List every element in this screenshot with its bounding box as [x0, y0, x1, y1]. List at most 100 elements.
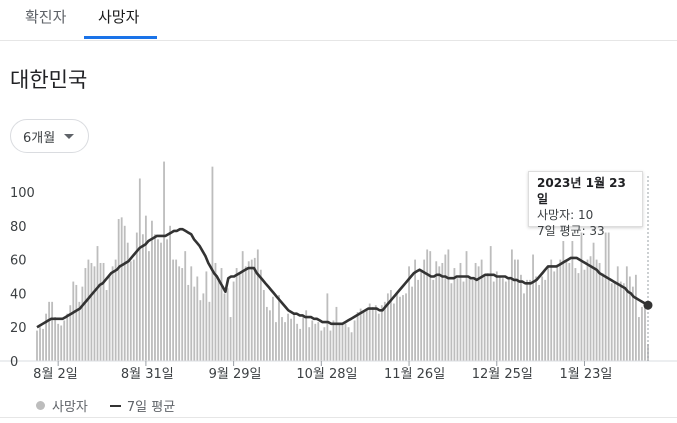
- bar: [163, 161, 165, 361]
- bar: [135, 232, 138, 361]
- bar: [556, 264, 559, 361]
- bar: [347, 327, 350, 361]
- bar: [187, 284, 190, 361]
- line-legend-icon: [109, 404, 121, 407]
- bar: [532, 254, 534, 361]
- bar: [308, 327, 311, 361]
- bar: [622, 283, 625, 361]
- bar: [154, 234, 156, 361]
- bar: [169, 225, 171, 361]
- y-tick-label: 80: [10, 220, 27, 235]
- bar: [462, 281, 465, 361]
- bar: [78, 301, 81, 361]
- bar: [114, 259, 117, 361]
- bar: [148, 251, 150, 361]
- bar: [335, 306, 338, 361]
- bar: [565, 259, 568, 361]
- bar: [305, 310, 308, 361]
- bar: [272, 296, 274, 361]
- bar: [211, 166, 214, 361]
- bar: [208, 301, 211, 361]
- bar: [471, 279, 474, 361]
- bar: [514, 259, 516, 361]
- tab-confirmed[interactable]: 확진자: [25, 8, 67, 26]
- bar: [504, 281, 507, 361]
- bar: [393, 303, 395, 361]
- x-tick-label: 9월 29일: [209, 367, 262, 382]
- bar: [253, 257, 256, 361]
- bar: [544, 279, 547, 361]
- bar: [96, 246, 99, 361]
- bar: [287, 313, 289, 361]
- bar: [39, 327, 41, 361]
- bar: [380, 305, 383, 361]
- bar: [386, 293, 389, 361]
- bar: [247, 261, 250, 361]
- y-tick-label: 100: [10, 186, 35, 201]
- bar: [486, 273, 489, 361]
- bar: [84, 268, 87, 361]
- bar: [69, 305, 72, 361]
- y-tick-label: 20: [10, 321, 27, 336]
- hover-point[interactable]: [643, 300, 653, 310]
- time-range-dropdown[interactable]: 6개월: [10, 119, 89, 153]
- bar: [144, 215, 147, 361]
- y-tick-label: 0: [10, 355, 18, 370]
- bar: [265, 306, 268, 361]
- bar: [93, 266, 96, 361]
- bar: [54, 317, 57, 361]
- bar: [299, 328, 302, 361]
- tooltip-deaths: 사망자: 10: [537, 208, 594, 222]
- x-tick-label: 10월 28일: [296, 367, 357, 382]
- bar: [275, 322, 277, 361]
- bar: [120, 217, 123, 361]
- bar: [610, 283, 613, 361]
- bar: [429, 251, 432, 361]
- x-tick-label: 8월 31일: [121, 367, 174, 382]
- bar: [492, 281, 495, 361]
- bar: [541, 276, 544, 361]
- bar: [520, 274, 522, 361]
- region-title: 대한민국: [10, 68, 88, 92]
- bar: [302, 317, 305, 361]
- bar: [359, 308, 362, 361]
- bar: [586, 259, 589, 361]
- x-tick-label: 11월 26일: [384, 367, 445, 382]
- bar: [498, 276, 501, 361]
- bar: [535, 276, 537, 361]
- bar: [48, 301, 51, 361]
- time-range-label: 6개월: [23, 130, 56, 146]
- bar: [51, 301, 54, 361]
- y-tick-label: 40: [10, 287, 27, 302]
- bar: [450, 283, 453, 361]
- bar: [314, 323, 317, 361]
- bar: [63, 320, 66, 361]
- bar: [432, 279, 435, 361]
- bar: [396, 293, 398, 361]
- bar: [589, 256, 592, 361]
- tab-bar: 확진자 사망자: [0, 0, 677, 41]
- bar: [235, 268, 238, 361]
- bar: [417, 279, 420, 361]
- bar: [365, 310, 368, 361]
- bar: [638, 317, 640, 361]
- bar: [634, 274, 637, 361]
- x-tick-label: 8월 2일: [33, 367, 78, 382]
- bar: [175, 259, 178, 361]
- bar: [341, 323, 344, 361]
- bar: [268, 310, 271, 361]
- bar: [126, 242, 129, 361]
- hover-tooltip: 2023년 1월 23일 사망자: 10 7일 평균: 33: [528, 171, 643, 238]
- bar: [377, 313, 380, 361]
- x-tick-label: 12월 25일: [472, 367, 533, 382]
- bar: [644, 303, 646, 361]
- tooltip-date: 2023년 1월 23일: [537, 176, 626, 206]
- tab-deaths[interactable]: 사망자: [98, 8, 140, 26]
- bottom-divider: [0, 417, 677, 418]
- bar: [414, 259, 417, 361]
- bar: [465, 251, 468, 361]
- bar: [57, 323, 60, 361]
- bar: [132, 259, 135, 361]
- bar: [250, 259, 253, 361]
- bar: [435, 261, 438, 361]
